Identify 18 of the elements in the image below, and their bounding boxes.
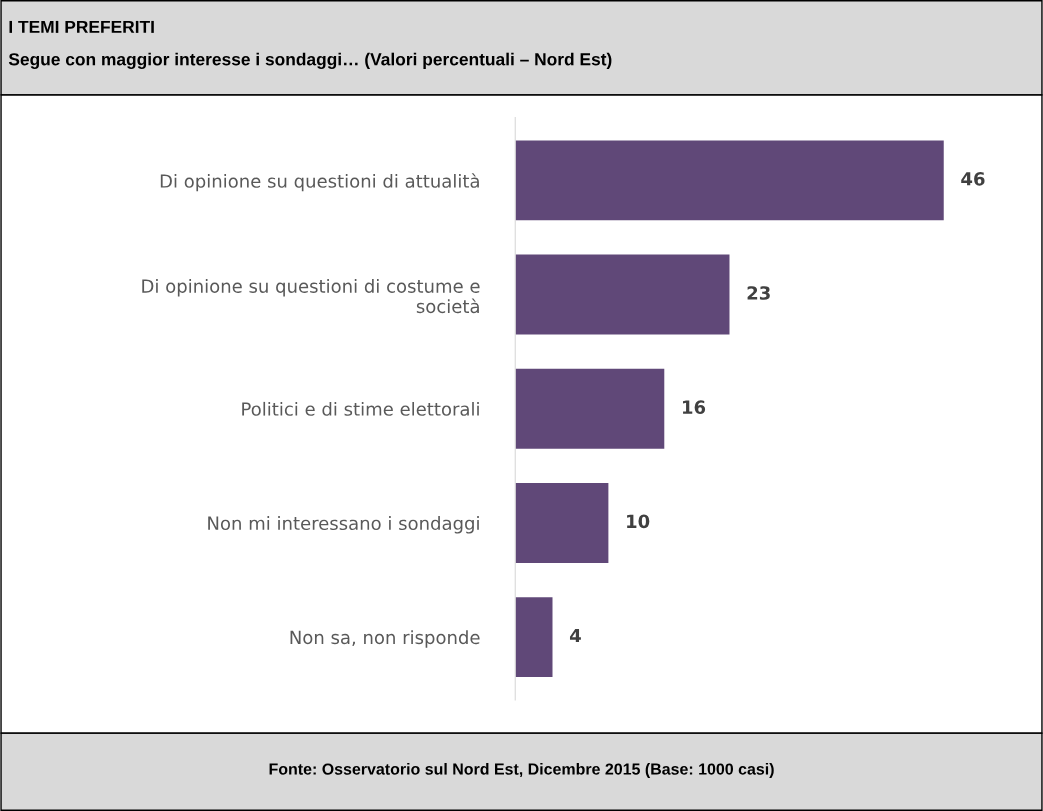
data-label: 4 — [569, 628, 581, 643]
text: I TEMI PREFERITI — [9, 20, 154, 33]
y-tick-label: Di opinione su questioni di costume e società — [142, 278, 480, 314]
bar — [515, 254, 730, 335]
data-label: 10 — [627, 514, 650, 529]
bar — [515, 597, 553, 678]
data-label: 16 — [682, 400, 706, 414]
bar — [515, 368, 665, 449]
data-label: 23 — [747, 286, 770, 300]
y-tick-label: Non mi interessano i sondaggi — [208, 516, 479, 534]
data-label: 46 — [961, 171, 985, 186]
source-note: Fonte: Osservatorio sul Nord Est, Dicembre 2015 (Base: 1000 casi) — [269, 763, 774, 778]
y-tick-label: Non sa, non risponde — [290, 630, 480, 648]
y-tick-label: Di opinione su questioni di attualità — [160, 173, 479, 192]
y-tick-label: Politici e di stime elettorali — [242, 401, 479, 416]
text: Segue con maggior interesse i sondaggi… (Valori percentuali – Nord Est) — [8, 52, 612, 69]
bar — [515, 140, 944, 221]
bar — [515, 482, 609, 563]
